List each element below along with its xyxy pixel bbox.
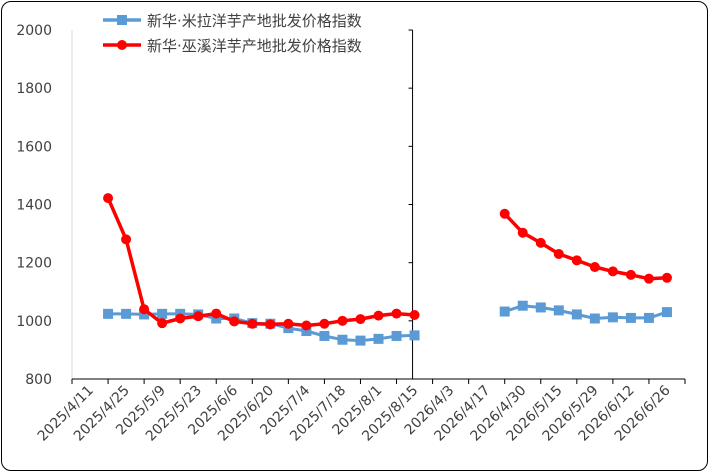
data-point	[499, 208, 510, 219]
data-point	[535, 302, 546, 313]
data-point	[103, 308, 114, 319]
data-point	[625, 269, 636, 280]
data-point	[121, 308, 132, 319]
data-point	[373, 310, 384, 321]
data-point	[121, 234, 132, 245]
data-point	[589, 262, 600, 273]
data-point	[229, 316, 240, 327]
legend-marker	[117, 40, 127, 50]
legend-marker	[117, 15, 127, 25]
data-point	[499, 306, 510, 317]
data-point	[391, 330, 402, 341]
data-point	[103, 193, 114, 204]
y-tick-label: 1400	[16, 198, 52, 214]
data-point	[661, 307, 672, 318]
y-tick-label: 1000	[16, 314, 52, 330]
data-point	[301, 320, 312, 331]
legend-label: 新华·巫溪洋芋产地批发价格指数	[147, 37, 362, 55]
data-point	[157, 308, 168, 319]
data-point	[355, 314, 366, 325]
data-point	[283, 318, 294, 329]
data-point	[409, 310, 420, 321]
y-tick-label: 1200	[16, 256, 52, 272]
data-point	[355, 335, 366, 346]
data-point	[643, 312, 654, 323]
data-point	[391, 308, 402, 319]
data-point	[625, 312, 636, 323]
data-point	[643, 273, 654, 284]
data-point	[409, 330, 420, 341]
data-point	[319, 318, 330, 329]
data-point	[517, 227, 528, 238]
data-point	[607, 266, 618, 277]
data-point	[571, 309, 582, 320]
legend-label: 新华·米拉洋芋产地批发价格指数	[147, 12, 362, 30]
data-point	[607, 312, 618, 323]
series-line	[106, 197, 415, 328]
data-point	[319, 330, 330, 341]
data-point	[211, 308, 222, 319]
data-point	[373, 333, 384, 344]
y-tick-label: 2000	[16, 23, 52, 39]
data-point	[247, 318, 258, 329]
data-point	[337, 334, 348, 345]
data-point	[193, 311, 204, 322]
data-point	[571, 255, 582, 266]
data-point	[175, 313, 186, 324]
series-line	[503, 212, 668, 281]
data-point	[589, 313, 600, 324]
data-point	[265, 319, 276, 330]
data-point	[553, 305, 564, 316]
series-line	[504, 304, 668, 320]
data-point	[301, 326, 312, 337]
data-point	[139, 309, 150, 320]
y-tick-label: 800	[25, 372, 52, 388]
data-point	[535, 237, 546, 248]
data-point	[337, 315, 348, 326]
data-point	[139, 304, 150, 315]
data-point	[517, 300, 528, 311]
y-tick-label: 1800	[16, 81, 52, 97]
data-point	[661, 272, 672, 283]
data-point	[553, 248, 564, 259]
y-tick-label: 1600	[16, 139, 52, 155]
data-point	[157, 318, 168, 329]
